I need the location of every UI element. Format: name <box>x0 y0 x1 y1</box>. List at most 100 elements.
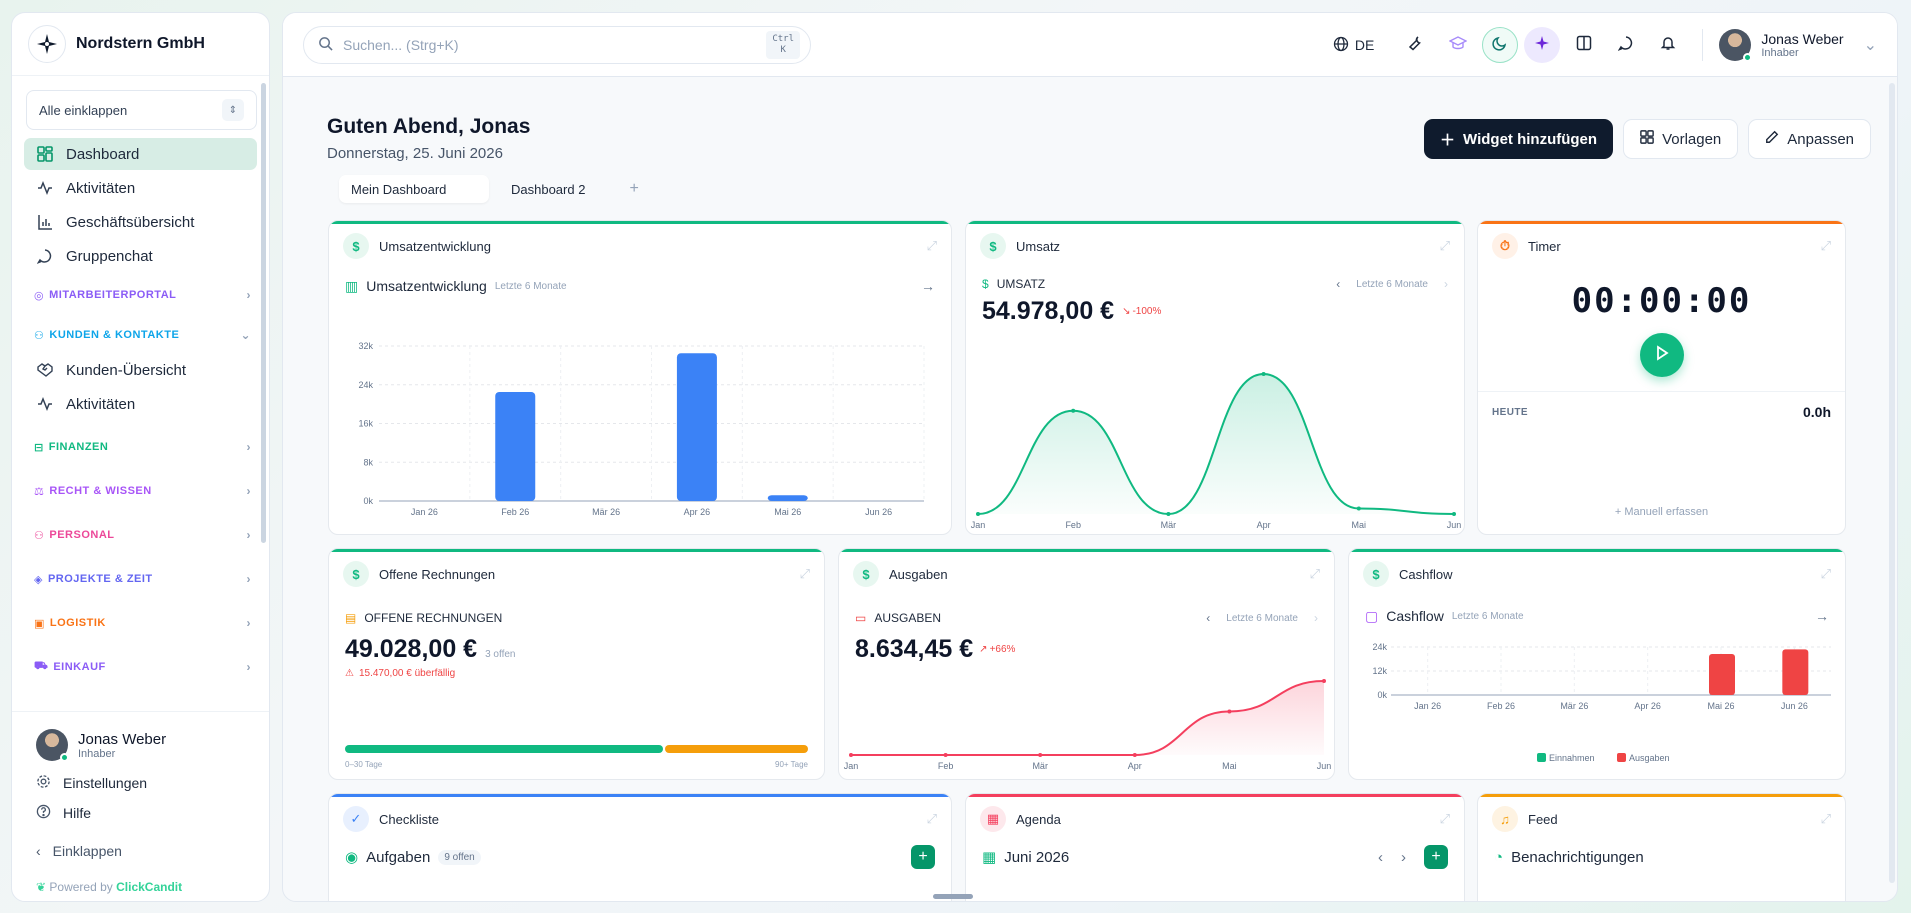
accent-line <box>329 221 951 224</box>
tab-dashboard-2[interactable]: Dashboard 2 <box>511 181 586 197</box>
section-mitarbeiterportal[interactable]: ◎ MITARBEITERPORTAL › <box>34 278 257 312</box>
sidebar-item-kunden-aktivitaeten[interactable]: Aktivitäten <box>24 388 257 420</box>
language-switch[interactable]: DE <box>1333 36 1374 55</box>
sidebar-item-gruppenchat[interactable]: Gruppenchat <box>24 240 257 272</box>
collapse-all-label: Alle einklappen <box>39 102 128 118</box>
legend-label: Einnahmen <box>1549 753 1595 763</box>
expand-icon[interactable]: ⤢ <box>1820 566 1831 581</box>
topbar: Suchen... (Strg+K) Ctrl K DE Jonas Weber … <box>283 13 1897 77</box>
section-personal[interactable]: ⚇ PERSONAL › <box>34 518 257 552</box>
chevron-left-icon[interactable]: ‹ <box>1206 611 1211 625</box>
trend-up-icon: ↗ <box>979 644 988 655</box>
chevron-left-icon[interactable]: ‹ <box>1378 848 1383 866</box>
expand-icon[interactable]: ⤢ <box>1439 238 1450 253</box>
section-recht-wissen[interactable]: ⚖ RECHT & WISSEN › <box>34 474 257 508</box>
expand-icon[interactable]: ⤢ <box>926 811 937 826</box>
add-widget-label: Widget hinzufügen <box>1463 130 1598 148</box>
expand-icon[interactable]: ⤢ <box>1439 811 1450 826</box>
search-input[interactable]: Suchen... (Strg+K) Ctrl K <box>303 25 811 64</box>
chevron-down-icon: ⌄ <box>1863 37 1877 54</box>
x-tick-label: Apr 26 <box>684 507 711 517</box>
sidebar-item-kunden-uebersicht[interactable]: Kunden-Übersicht <box>24 354 257 386</box>
chevron-right-icon[interactable]: › <box>1401 848 1406 866</box>
stopwatch-icon: ⏱ <box>1492 233 1518 259</box>
widget-feed: ♫ Feed ⤢ ◔ Benachrichtigungen <box>1477 793 1846 901</box>
user-name: Jonas Weber <box>78 730 167 748</box>
messages-button[interactable] <box>1608 27 1644 63</box>
collapse-sidebar-button[interactable]: ‹ Einklappen <box>12 836 269 866</box>
help-link[interactable]: Hilfe <box>12 798 269 828</box>
main-scrollbar[interactable] <box>1889 83 1895 883</box>
section-projekte-zeit[interactable]: ◈ PROJEKTE & ZEIT › <box>34 562 257 596</box>
chevron-right-icon[interactable]: › <box>1314 611 1318 625</box>
expand-icon[interactable]: ⤢ <box>1820 811 1831 826</box>
add-widget-button[interactable]: ＋ Widget hinzufügen <box>1424 119 1614 159</box>
aging-right-label: 90+ Tage <box>775 760 808 769</box>
section-einkauf[interactable]: ⛟ EINKAUF › <box>34 650 257 684</box>
data-point <box>1356 506 1361 511</box>
chevron-down-icon: ⌄ <box>240 328 251 342</box>
chevron-left-icon[interactable]: ‹ <box>1336 277 1341 291</box>
sidebar-item-geschaeftsuebersicht[interactable]: Geschäftsübersicht <box>24 206 257 238</box>
resize-handle[interactable] <box>933 894 973 899</box>
y-tick-label: 16k <box>358 419 373 429</box>
widget-subheader: ▢ Cashflow Letzte 6 Monate → <box>1349 603 1845 629</box>
section-kunden-kontakte[interactable]: ⚇ KUNDEN & KONTAKTE ⌄ <box>34 318 257 352</box>
data-point <box>1071 408 1076 413</box>
tab-mein-dashboard[interactable]: Mein Dashboard <box>339 175 489 203</box>
widget-umsatzentwicklung: $ Umsatzentwicklung ⤢ ▥ Umsatzentwicklun… <box>328 220 952 535</box>
expand-icon[interactable]: ⤢ <box>1820 238 1831 253</box>
check-circle-icon: ◉ <box>345 849 359 866</box>
add-tab-button[interactable]: + <box>629 180 639 197</box>
academy-button[interactable] <box>1440 27 1476 63</box>
add-task-button[interactable]: + <box>911 845 935 869</box>
sidebar-item-aktivitaeten[interactable]: Aktivitäten <box>24 172 257 204</box>
accent-line <box>1478 794 1845 797</box>
section-label: PERSONAL <box>49 529 115 541</box>
language-label: DE <box>1354 37 1375 53</box>
sidebar-item-dashboard[interactable]: Dashboard <box>24 138 257 170</box>
widget-title: Cashflow <box>1399 566 1453 582</box>
activity-icon <box>36 395 54 413</box>
ai-assistant-button[interactable] <box>1524 27 1561 63</box>
arrow-right-icon[interactable]: → <box>1815 608 1829 624</box>
tools-button[interactable] <box>1398 27 1434 63</box>
accent-line <box>966 794 1464 797</box>
user-menu[interactable]: Jonas Weber Inhaber ⌄ <box>1719 29 1877 62</box>
expand-icon[interactable]: ⤢ <box>799 566 810 581</box>
expand-icon[interactable]: ⤢ <box>1309 566 1320 581</box>
customize-button[interactable]: Anpassen <box>1748 119 1871 159</box>
theme-toggle-button[interactable] <box>1482 27 1519 63</box>
topbar-actions: DE Jonas Weber Inhaber ⌄ <box>1333 13 1877 77</box>
notifications-button[interactable] <box>1650 27 1686 63</box>
handshake-icon <box>36 361 54 379</box>
legend-swatch <box>1617 753 1626 762</box>
manual-entry-button[interactable]: + Manuell erfassen <box>1478 506 1845 518</box>
dollar-icon: $ <box>980 233 1006 259</box>
start-timer-button[interactable] <box>1639 333 1684 377</box>
legend-swatch <box>1537 753 1546 762</box>
section-finanzen[interactable]: ⊟ FINANZEN › <box>34 430 257 464</box>
header-actions: ＋ Widget hinzufügen Vorlagen Anpassen <box>1424 119 1871 159</box>
add-event-button[interactable]: + <box>1424 845 1448 869</box>
powered-brand[interactable]: ClickCandit <box>116 880 183 894</box>
expand-icon[interactable]: ⤢ <box>926 238 937 253</box>
split-view-button[interactable] <box>1566 27 1602 63</box>
accent-line <box>1349 549 1845 552</box>
box-icon: ▣ <box>34 617 45 630</box>
collapse-all-select[interactable]: Alle einklappen ⇕ <box>26 90 257 130</box>
sidebar-user[interactable]: Jonas Weber Inhaber <box>12 722 269 768</box>
chevron-right-icon[interactable]: › <box>1444 277 1448 291</box>
x-tick-label: Apr 26 <box>1634 701 1661 711</box>
settings-link[interactable]: Einstellungen <box>12 768 269 798</box>
trend-value: -100% <box>1132 306 1162 317</box>
widget-agenda: ▦ Agenda ⤢ ▦ Juni 2026 ‹ › + <box>965 793 1465 901</box>
templates-button[interactable]: Vorlagen <box>1623 119 1739 159</box>
arrow-right-icon[interactable]: → <box>921 278 935 294</box>
brand[interactable]: Nordstern GmbH <box>12 13 269 75</box>
sidebar-scrollbar[interactable] <box>261 83 266 543</box>
widget-subtitle: Benachrichtigungen <box>1511 848 1644 866</box>
section-logistik[interactable]: ▣ LOGISTIK › <box>34 606 257 640</box>
check-circle-icon: ✓ <box>343 806 369 832</box>
x-tick-label: Feb <box>1065 520 1081 530</box>
